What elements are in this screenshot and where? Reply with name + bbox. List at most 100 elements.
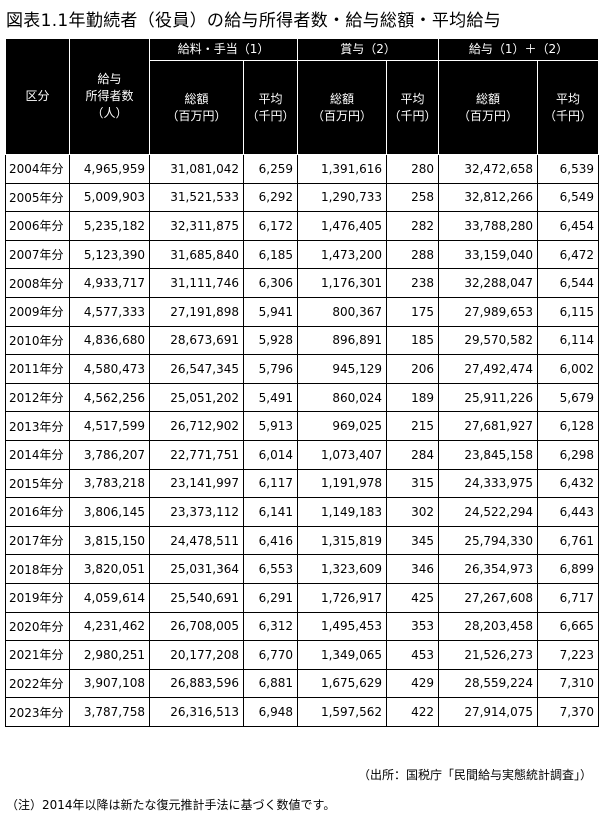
table-row: 2012年分 4,562,256 25,051,202 5,491 860,024 189… xyxy=(5,382,600,413)
pay-total-cell: 24,333,975 xyxy=(438,468,539,499)
year-cell: 2017年分 xyxy=(5,525,70,556)
bonus-total-cell: 1,149,183 xyxy=(297,497,388,527)
pay-average-cell: 6,472 xyxy=(537,239,600,270)
pay-total-cell: 32,288,047 xyxy=(438,268,539,298)
pay-total-cell: 29,570,582 xyxy=(438,325,539,356)
salary-total-cell: 31,521,533 xyxy=(149,182,244,213)
salary-average-cell: 6,259 xyxy=(242,154,299,184)
pay-average-cell: 6,665 xyxy=(537,611,600,642)
bonus-total-cell: 896,891 xyxy=(297,325,388,356)
recipient-count-cell: 4,562,256 xyxy=(69,382,150,413)
header-bonus-average: 平均 （千円） xyxy=(386,60,440,155)
table-row: 2004年分 4,965,959 31,081,042 6,259 1,391,616 2… xyxy=(5,154,600,184)
recipient-count-cell: 4,517,599 xyxy=(69,411,150,441)
bonus-total-cell: 1,323,609 xyxy=(297,554,388,584)
bonus-average-cell: 288 xyxy=(386,239,440,270)
bonus-total-cell: 1,290,733 xyxy=(297,182,388,213)
recipient-count-cell: 5,123,390 xyxy=(69,239,150,270)
year-cell: 2006年分 xyxy=(5,211,70,241)
bonus-total-cell: 969,025 xyxy=(297,411,388,441)
pay-average-cell: 6,549 xyxy=(537,182,600,213)
bonus-average-cell: 185 xyxy=(386,325,440,356)
salary-total-cell: 25,540,691 xyxy=(149,582,244,613)
salary-total-cell: 20,177,208 xyxy=(149,640,244,670)
table-row: 2014年分 3,786,207 22,771,751 6,014 1,073,407 2… xyxy=(5,439,600,470)
bonus-average-cell: 315 xyxy=(386,468,440,499)
bonus-total-cell: 945,129 xyxy=(297,354,388,384)
year-cell: 2019年分 xyxy=(5,582,70,613)
table-row: 2016年分 3,806,145 23,373,112 6,141 1,149,183 3… xyxy=(5,497,600,527)
year-cell: 2023年分 xyxy=(5,697,70,727)
salary-average-cell: 6,117 xyxy=(242,468,299,499)
pay-average-cell: 7,370 xyxy=(537,697,600,727)
bonus-average-cell: 429 xyxy=(386,668,440,699)
salary-total-cell: 26,883,596 xyxy=(149,668,244,699)
salary-average-cell: 6,770 xyxy=(242,640,299,670)
year-cell: 2009年分 xyxy=(5,296,70,327)
pay-total-cell: 21,526,273 xyxy=(438,640,539,670)
bonus-total-cell: 1,349,065 xyxy=(297,640,388,670)
table-row: 2011年分 4,580,473 26,547,345 5,796 945,129 206… xyxy=(5,354,600,384)
salary-total-cell: 25,051,202 xyxy=(149,382,244,413)
salary-total-cell: 26,708,005 xyxy=(149,611,244,642)
year-cell: 2020年分 xyxy=(5,611,70,642)
bonus-average-cell: 346 xyxy=(386,554,440,584)
pay-total-cell: 28,559,224 xyxy=(438,668,539,699)
table-row: 2020年分 4,231,462 26,708,005 6,312 1,495,453 3… xyxy=(5,611,600,642)
pay-total-cell: 23,845,158 xyxy=(438,439,539,470)
header-salary-average: 平均 （千円） xyxy=(242,60,299,155)
pay-average-cell: 6,544 xyxy=(537,268,600,298)
bonus-total-cell: 860,024 xyxy=(297,382,388,413)
salary-total-cell: 31,685,840 xyxy=(149,239,244,270)
pay-average-cell: 7,223 xyxy=(537,640,600,670)
pay-total-cell: 27,492,474 xyxy=(438,354,539,384)
pay-average-cell: 6,454 xyxy=(537,211,600,241)
table-row: 2010年分 4,836,680 28,673,691 5,928 896,891 185… xyxy=(5,325,600,356)
salary-total-cell: 23,141,997 xyxy=(149,468,244,499)
pay-total-cell: 32,812,266 xyxy=(438,182,539,213)
year-cell: 2022年分 xyxy=(5,668,70,699)
salary-average-cell: 6,141 xyxy=(242,497,299,527)
bonus-total-cell: 1,675,629 xyxy=(297,668,388,699)
header-salary-allowance: 給料・手当（1） xyxy=(148,38,299,61)
recipient-count-cell: 5,009,903 xyxy=(69,182,150,213)
salary-average-cell: 6,553 xyxy=(242,554,299,584)
header-category: 区分 xyxy=(5,38,70,155)
pay-total-cell: 27,989,653 xyxy=(438,296,539,327)
year-cell: 2021年分 xyxy=(5,640,70,670)
pay-average-cell: 6,899 xyxy=(537,554,600,584)
pay-average-cell: 6,539 xyxy=(537,154,600,184)
table-row: 2019年分 4,059,614 25,540,691 6,291 1,726,917 4… xyxy=(5,582,600,613)
source-note: （出所：国税庁「民間給与実態統計調査」） xyxy=(357,768,592,782)
table-row: 2023年分 3,787,758 26,316,513 6,948 1,597,562 4… xyxy=(5,697,600,727)
table-row: 2009年分 4,577,333 27,191,898 5,941 800,367 175… xyxy=(5,296,600,327)
salary-average-cell: 6,185 xyxy=(242,239,299,270)
pay-total-cell: 24,522,294 xyxy=(438,497,539,527)
recipient-count-cell: 4,577,333 xyxy=(69,296,150,327)
year-cell: 2005年分 xyxy=(5,182,70,213)
year-cell: 2018年分 xyxy=(5,554,70,584)
bonus-total-cell: 1,073,407 xyxy=(297,439,388,470)
bonus-average-cell: 282 xyxy=(386,211,440,241)
bonus-total-cell: 1,476,405 xyxy=(297,211,388,241)
salary-average-cell: 5,913 xyxy=(242,411,299,441)
bonus-average-cell: 345 xyxy=(386,525,440,556)
salary-average-cell: 5,796 xyxy=(242,354,299,384)
recipient-count-cell: 3,786,207 xyxy=(69,439,150,470)
pay-total-cell: 25,794,330 xyxy=(438,525,539,556)
year-cell: 2014年分 xyxy=(5,439,70,470)
bonus-total-cell: 800,367 xyxy=(297,296,388,327)
header-recipient-count: 給与 所得者数 （人） xyxy=(69,38,150,155)
salary-average-cell: 6,312 xyxy=(242,611,299,642)
table-row: 2015年分 3,783,218 23,141,997 6,117 1,191,978 3… xyxy=(5,468,600,499)
bonus-average-cell: 258 xyxy=(386,182,440,213)
recipient-count-cell: 4,059,614 xyxy=(69,582,150,613)
recipient-count-cell: 4,965,959 xyxy=(69,154,150,184)
recipient-count-cell: 4,933,717 xyxy=(69,268,150,298)
statistics-table: 区分 給与 所得者数 （人） 給料・手当（1） 賞与（2） 給与（1）＋（2） … xyxy=(5,38,600,727)
bonus-total-cell: 1,176,301 xyxy=(297,268,388,298)
table-row: 2017年分 3,815,150 24,478,511 6,416 1,315,819 3… xyxy=(5,525,600,556)
pay-total-cell: 25,911,226 xyxy=(438,382,539,413)
table-row: 2006年分 5,235,182 32,311,875 6,172 1,476,405 2… xyxy=(5,211,600,241)
table-body: 2004年分 4,965,959 31,081,042 6,259 1,391,616 2… xyxy=(5,154,600,727)
